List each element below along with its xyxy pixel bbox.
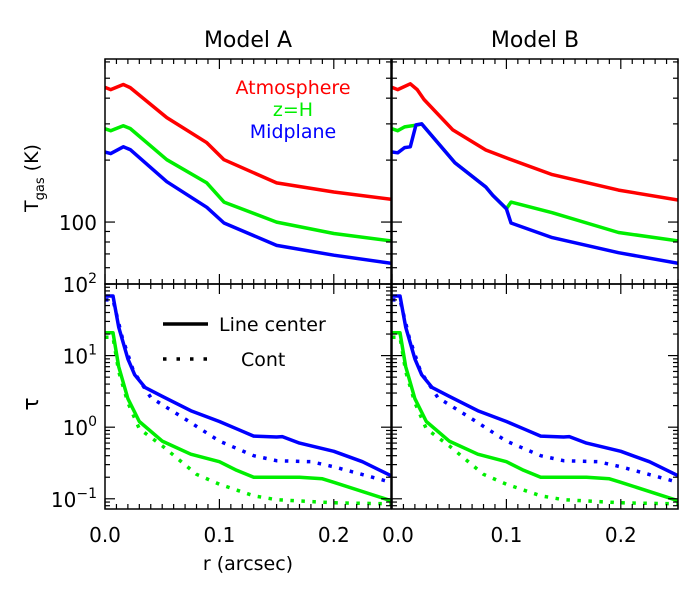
y-axis-label-tau: τ xyxy=(19,397,44,410)
series-line-atmosphere-solid xyxy=(105,82,391,202)
x-tick-label: 0.2 xyxy=(605,523,637,547)
legend-entry: z=H xyxy=(273,99,313,121)
y-tick-label: 10−1 xyxy=(51,486,97,512)
x-axis-label: r (arcsec) xyxy=(203,553,293,575)
x-tick-label: 0.0 xyxy=(382,523,414,547)
panel-model-b-row0 xyxy=(392,82,678,266)
series-line-midplane-solid xyxy=(105,145,391,266)
panel-model-b-row1 xyxy=(392,294,678,506)
y-tick-label: 101 xyxy=(63,343,97,369)
series-line-green-dotted xyxy=(105,335,391,506)
y-tick-label-base: 10 xyxy=(51,488,76,512)
panel-frame xyxy=(391,58,679,285)
y-tick-label-base: 10 xyxy=(63,345,88,369)
y-axis-label-subscript: gas xyxy=(33,177,48,200)
x-tick-label: 0.1 xyxy=(490,523,522,547)
y-tick-label-exponent: 2 xyxy=(88,271,97,287)
y-tick-label: 100 xyxy=(63,414,97,440)
y-tick-label-exponent: 1 xyxy=(88,343,97,359)
series-line-blue-solid xyxy=(392,294,678,478)
x-tick-label: 0.1 xyxy=(203,523,235,547)
y-tick-label-base: 10 xyxy=(63,273,88,297)
series-line-midplane-solid xyxy=(392,122,678,266)
legend-label-line-center: Line center xyxy=(219,314,326,336)
y-tick-label-exponent: −1 xyxy=(76,486,97,502)
panel-frame xyxy=(104,283,392,510)
x-tick-label: 0.2 xyxy=(318,523,350,547)
legend-entry: Atmosphere xyxy=(235,77,350,99)
panel-model-a-row0 xyxy=(105,82,391,266)
title-model-b: Model B xyxy=(491,28,579,53)
title-model-a: Model A xyxy=(204,28,292,53)
legend-label-cont: Cont xyxy=(241,349,285,371)
y-tick-label-base: 10 xyxy=(63,416,88,440)
y-axis-label-tgas: Tgas (K) xyxy=(21,144,48,213)
series-line-green-dotted xyxy=(392,335,678,506)
y-axis-label-unit: (K) xyxy=(21,144,43,177)
y-tick-label: 100 xyxy=(59,211,97,235)
y-tick-label: 102 xyxy=(63,271,97,297)
panel-frame xyxy=(391,283,679,510)
y-axis-label-main: T xyxy=(21,200,43,213)
series-line-green-solid xyxy=(392,330,678,503)
legend-entry: Midplane xyxy=(250,121,336,143)
x-tick-label: 0.0 xyxy=(89,523,121,547)
series-line-green-solid xyxy=(105,330,391,503)
series-line-zh-solid xyxy=(105,123,391,243)
panel-model-a-row1 xyxy=(105,294,391,506)
y-tick-label-exponent: 0 xyxy=(88,414,97,430)
series-line-atmosphere-solid xyxy=(392,82,678,202)
